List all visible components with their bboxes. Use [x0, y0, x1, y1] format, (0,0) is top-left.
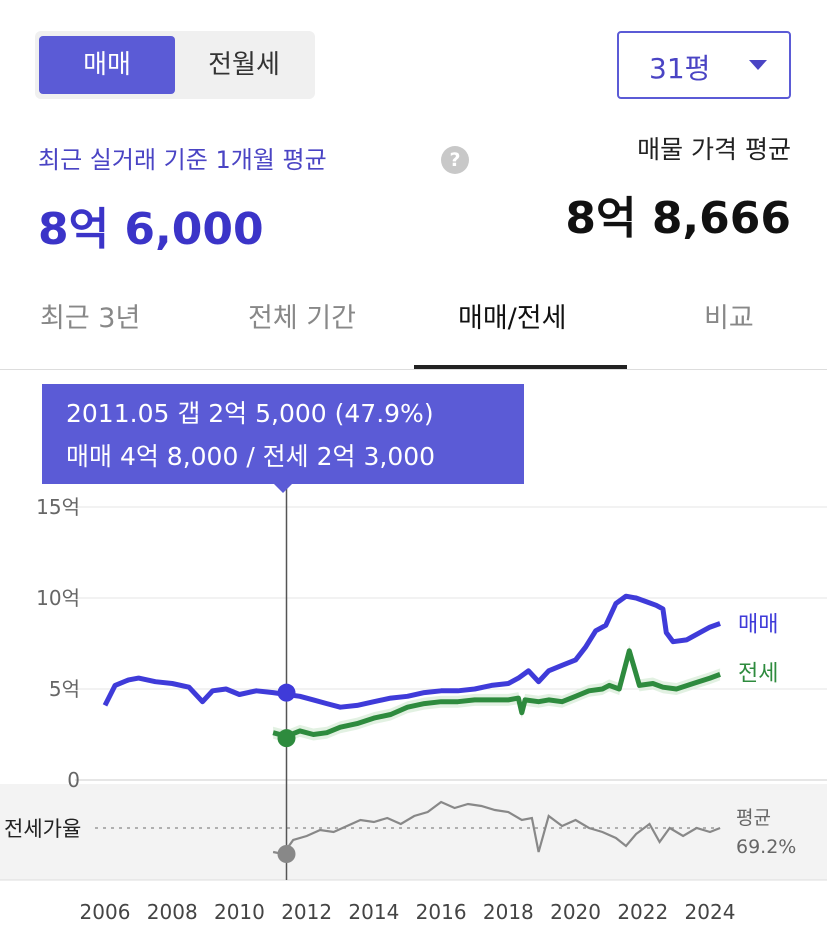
y-tick-label: 0: [67, 768, 80, 792]
listing-average-label: 매물 가격 평균: [637, 135, 791, 164]
help-icon[interactable]: ?: [441, 146, 469, 174]
cursor-ratio-point: [277, 845, 296, 863]
tabs-divider: [0, 369, 827, 370]
x-tick-label: 2014: [348, 900, 399, 924]
size-select[interactable]: 31평: [617, 31, 791, 99]
y-tick-label: 15억: [36, 495, 80, 519]
tooltip-arrow: [274, 484, 292, 493]
ratio-axis-label: 전세가율: [4, 817, 81, 841]
tab-recent-3y[interactable]: 최근 3년: [40, 303, 141, 334]
x-tick-label: 2016: [416, 900, 467, 924]
rent-tab-button[interactable]: 전월세: [208, 50, 280, 80]
recent-average-label: 최근 실거래 기준 1개월 평균: [38, 146, 327, 174]
chart-tooltip: 2011.05 갭 2억 5,000 (47.9%) 매매 4억 8,000 /…: [42, 384, 524, 484]
cursor-jeonse-point: [277, 729, 296, 748]
x-tick-label: 2012: [281, 900, 332, 924]
ratio-average-label: 평균: [736, 807, 771, 829]
x-tick-label: 2018: [483, 900, 534, 924]
x-tick-label: 2010: [214, 900, 265, 924]
y-tick-label: 10억: [36, 586, 80, 610]
x-tick-label: 2006: [80, 900, 131, 924]
recent-average-price: 8억 6,000: [38, 204, 264, 255]
sale-tab-button[interactable]: 매매: [39, 36, 175, 94]
sale-series-label: 매매: [738, 612, 778, 637]
listing-average-price: 8억 8,666: [565, 193, 791, 244]
tooltip-gap-line: 2011.05 갭 2억 5,000 (47.9%): [66, 399, 434, 428]
tab-all-period[interactable]: 전체 기간: [248, 303, 356, 334]
caret-down-icon: [749, 60, 767, 70]
jeonse-series-label: 전세: [738, 661, 778, 686]
tab-sale-jeonse[interactable]: 매매/전세: [458, 303, 567, 334]
x-tick-label: 2008: [147, 900, 198, 924]
ratio-panel-bg: [0, 784, 827, 880]
y-tick-label: 5억: [49, 677, 80, 701]
size-select-value: 31평: [649, 52, 711, 85]
x-tick-label: 2024: [685, 900, 736, 924]
x-tick-label: 2020: [550, 900, 601, 924]
cursor-sale-point: [277, 683, 296, 702]
active-tab-indicator: [414, 365, 627, 369]
ratio-series-line: [272, 800, 721, 856]
tooltip-price-line: 매매 4억 8,000 / 전세 2억 3,000: [66, 442, 436, 471]
tab-compare[interactable]: 비교: [704, 303, 754, 334]
ratio-average-value: 69.2%: [736, 836, 796, 858]
deal-type-toggle: 매매 전월세: [35, 31, 315, 99]
sale-series-line: [102, 593, 721, 710]
jeonse-series-line: [272, 648, 721, 739]
x-tick-label: 2022: [617, 900, 668, 924]
